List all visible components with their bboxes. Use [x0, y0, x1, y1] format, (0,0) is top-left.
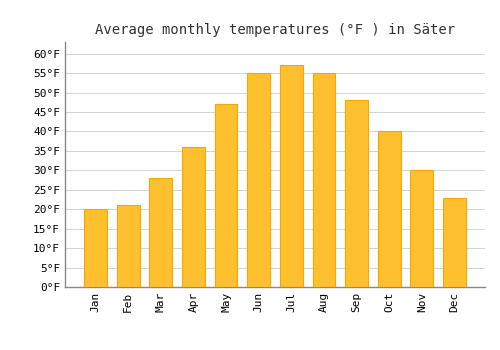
- Bar: [312, 73, 336, 287]
- Bar: [84, 209, 107, 287]
- Bar: [410, 170, 434, 287]
- Bar: [248, 73, 270, 287]
- Bar: [345, 100, 368, 287]
- Bar: [443, 197, 466, 287]
- Bar: [182, 147, 205, 287]
- Bar: [280, 65, 302, 287]
- Bar: [116, 205, 140, 287]
- Title: Average monthly temperatures (°F ) in Säter: Average monthly temperatures (°F ) in Sä…: [95, 23, 455, 37]
- Bar: [378, 132, 400, 287]
- Bar: [214, 104, 238, 287]
- Bar: [150, 178, 172, 287]
